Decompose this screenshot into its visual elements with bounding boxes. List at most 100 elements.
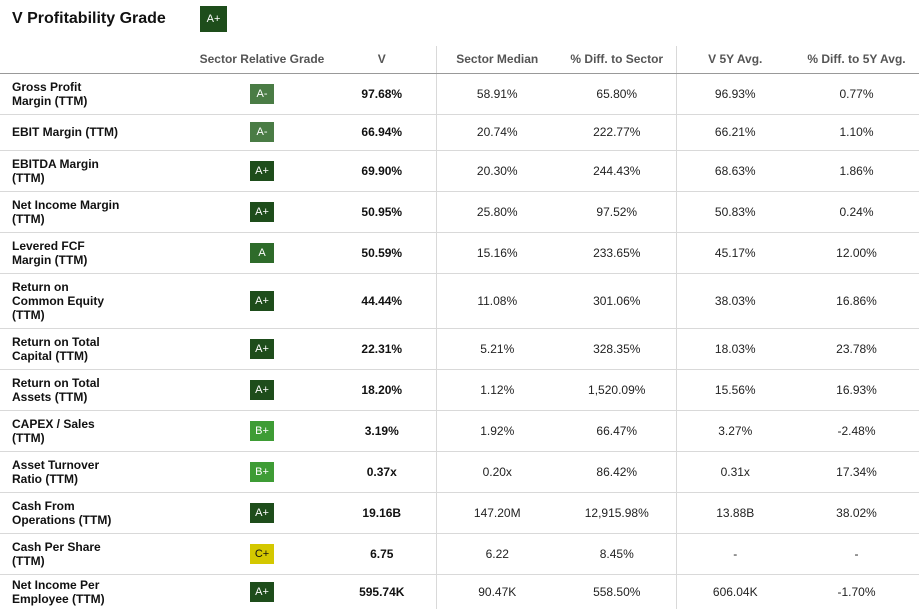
metric-name: Cash From Operations (TTM) — [0, 492, 196, 534]
grade-cell: A+ — [196, 150, 328, 192]
sector-median-value: 15.16% — [435, 232, 558, 274]
metric-name-line: Common Equity — [12, 293, 104, 308]
diff-to-sector-value: 328.35% — [558, 328, 676, 370]
v-5y-avg-value: 38.03% — [675, 273, 794, 329]
table-row: Return on Common Equity (TTM) A+ 44.44% 11.08… — [0, 273, 919, 329]
sector-median-value: 90.47K — [435, 574, 558, 609]
grade-badge: A+ — [250, 290, 274, 311]
metric-name-line: Assets (TTM) — [12, 389, 88, 404]
metric-name-line: Gross Profit — [12, 79, 82, 94]
header-sector-relative-grade: Sector Relative Grade — [196, 46, 328, 74]
header-diff-to-sector: % Diff. to Sector — [558, 46, 676, 74]
metric-name: Levered FCF Margin (TTM) — [0, 232, 196, 274]
grade-badge: A+ — [250, 379, 274, 400]
v-5y-avg-value: 18.03% — [675, 328, 794, 370]
grade-badge: A+ — [250, 582, 274, 602]
grade-cell: A — [196, 232, 328, 274]
sector-median-value: 58.91% — [435, 73, 558, 115]
v-value: 6.75 — [328, 533, 436, 575]
diff-to-5y-avg-value: 16.93% — [794, 369, 919, 411]
metric-name-line: Return on Total — [12, 375, 100, 390]
metric-name-line: (TTM) — [12, 211, 45, 226]
metric-name-line: Net Income Margin — [12, 197, 120, 212]
metric-name-line: (TTM) — [12, 307, 45, 322]
grade-cell: A+ — [196, 492, 328, 534]
diff-to-5y-avg-value: 12.00% — [794, 232, 919, 274]
grade-cell: A- — [196, 114, 328, 151]
v-value: 97.68% — [328, 73, 436, 115]
metric-name-line: Net Income Per — [12, 578, 100, 592]
grade-badge: A- — [250, 83, 274, 104]
header-sector-median: Sector Median — [435, 46, 558, 74]
v-5y-avg-value: 66.21% — [675, 114, 794, 151]
v-value: 19.16B — [328, 492, 436, 534]
diff-to-sector-value: 222.77% — [558, 114, 676, 151]
grade-badge: A+ — [250, 201, 274, 222]
grade-badge: B+ — [250, 461, 274, 482]
metric-name: Cash Per Share (TTM) — [0, 533, 196, 575]
v-5y-avg-value: 50.83% — [675, 191, 794, 233]
diff-to-sector-value: 86.42% — [558, 451, 676, 493]
header-metric — [0, 46, 196, 74]
sector-median-value: 1.92% — [435, 410, 558, 452]
table-row: EBITDA Margin (TTM) A+ 69.90% 20.30% 244.43% 6… — [0, 150, 919, 192]
table-row: Cash Per Share (TTM) C+ 6.75 6.22 8.45% - - — [0, 533, 919, 575]
v-5y-avg-value: 606.04K — [675, 574, 794, 609]
sector-median-value: 25.80% — [435, 191, 558, 233]
profitability-table: Sector Relative Grade V Sector Median % … — [0, 46, 919, 609]
grade-badge: A+ — [250, 160, 274, 181]
diff-to-sector-value: 65.80% — [558, 73, 676, 115]
sector-median-value: 20.74% — [435, 114, 558, 151]
metric-name: CAPEX / Sales (TTM) — [0, 410, 196, 452]
diff-to-5y-avg-value: 23.78% — [794, 328, 919, 370]
v-5y-avg-value: 45.17% — [675, 232, 794, 274]
diff-to-sector-value: 558.50% — [558, 574, 676, 609]
sector-median-value: 147.20M — [435, 492, 558, 534]
diff-to-5y-avg-value: -1.70% — [794, 574, 919, 609]
grade-badge: A+ — [250, 502, 274, 523]
metric-name-line: (TTM) — [12, 170, 45, 185]
diff-to-5y-avg-value: 16.86% — [794, 273, 919, 329]
metric-name-line: Cash From — [12, 498, 75, 513]
grade-badge: C+ — [250, 543, 274, 564]
grade-cell: A+ — [196, 369, 328, 411]
diff-to-sector-value: 301.06% — [558, 273, 676, 329]
metric-name-line: Return on — [12, 279, 69, 294]
metric-name-line: Levered FCF — [12, 238, 85, 253]
v-5y-avg-value: 13.88B — [675, 492, 794, 534]
table-row: Asset Turnover Ratio (TTM) B+ 0.37x 0.20x 86.… — [0, 451, 919, 493]
table-row: Cash From Operations (TTM) A+ 19.16B 147.20M… — [0, 492, 919, 534]
v-5y-avg-value: - — [675, 533, 794, 575]
v-value: 50.59% — [328, 232, 436, 274]
metric-name-line: CAPEX / Sales — [12, 416, 95, 431]
page-title: V Profitability Grade — [12, 10, 166, 27]
diff-to-sector-value: 97.52% — [558, 191, 676, 233]
metric-name: Return on Common Equity (TTM) — [0, 273, 196, 329]
grade-badge: A+ — [250, 338, 274, 359]
metric-name: Net Income Margin (TTM) — [0, 191, 196, 233]
diff-to-5y-avg-value: 0.24% — [794, 191, 919, 233]
sector-median-value: 20.30% — [435, 150, 558, 192]
page-title-row: V Profitability Grade — [12, 6, 166, 32]
metric-name-line: (TTM) — [12, 430, 45, 445]
v-5y-avg-value: 96.93% — [675, 73, 794, 115]
metric-name-line: Return on Total — [12, 334, 100, 349]
v-value: 66.94% — [328, 114, 436, 151]
grade-cell: B+ — [196, 410, 328, 452]
grade-cell: A- — [196, 73, 328, 115]
diff-to-sector-value: 12,915.98% — [558, 492, 676, 534]
v-value: 3.19% — [328, 410, 436, 452]
table-row: Levered FCF Margin (TTM) A 50.59% 15.16% 233.… — [0, 232, 919, 274]
grade-badge: A- — [250, 122, 274, 142]
metric-name-line: (TTM) — [12, 553, 45, 568]
v-value: 18.20% — [328, 369, 436, 411]
diff-to-5y-avg-value: - — [794, 533, 919, 575]
metric-name: Return on Total Assets (TTM) — [0, 369, 196, 411]
table-row: Return on Total Capital (TTM) A+ 22.31% 5.21… — [0, 328, 919, 370]
overall-grade-badge: A+ — [200, 6, 227, 32]
metric-name: Gross Profit Margin (TTM) — [0, 73, 196, 115]
sector-median-value: 6.22 — [435, 533, 558, 575]
metric-name-line: Margin (TTM) — [12, 252, 88, 267]
sector-median-value: 5.21% — [435, 328, 558, 370]
v-value: 22.31% — [328, 328, 436, 370]
